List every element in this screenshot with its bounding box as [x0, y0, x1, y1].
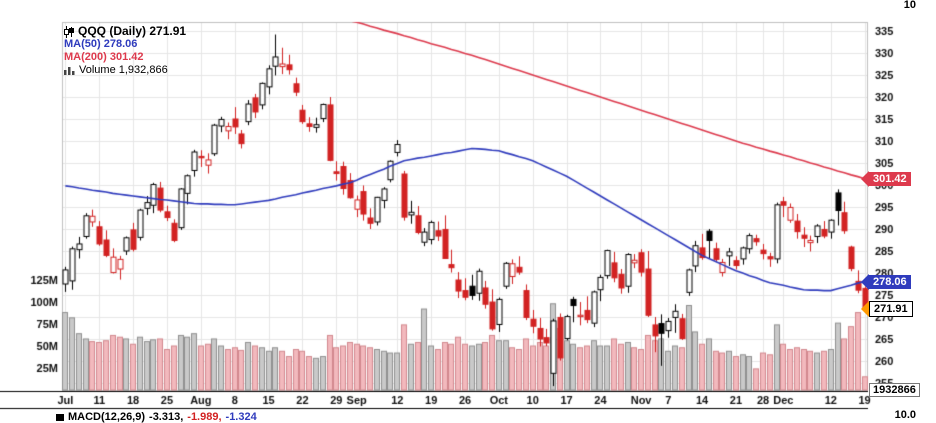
ma200-price-label: 301.42 [861, 170, 911, 187]
ma50-price-value: 278.06 [869, 274, 911, 289]
macd-value-2: -1.989, [187, 411, 222, 423]
macd-value-3: -1.324 [225, 411, 257, 423]
legend-volume-row: Volume 1,932,866 [64, 64, 186, 77]
left-arrow-icon [861, 273, 869, 290]
candlestick-icon [64, 25, 74, 38]
last-price-label: 271.91 [861, 300, 913, 317]
macd-value-1: -3.313, [149, 411, 184, 423]
legend-volume: Volume 1,932,866 [79, 64, 168, 76]
legend-symbol-row: QQQ (Daily) 271.91 [64, 25, 186, 38]
macd-line-swatch-icon [56, 413, 64, 421]
lower-panel-scale-label: 10.0 [894, 409, 916, 421]
volume-bars-icon [64, 66, 75, 75]
macd-legend: MACD(12,26,9) -3.313, -1.989, -1.324 [56, 411, 257, 423]
macd-label: MACD(12,26,9) [68, 411, 146, 423]
volume-value-box: 1932866 [869, 383, 920, 397]
last-price-value: 271.91 [869, 300, 913, 317]
legend-ma200: MA(200) 301.42 [64, 51, 144, 63]
left-arrow-icon [861, 170, 869, 187]
ma50-price-label: 278.06 [861, 273, 911, 290]
legend-ma50: MA(50) 278.06 [64, 38, 138, 50]
chart-legend: QQQ (Daily) 271.91 MA(50) 278.06 MA(200)… [64, 25, 186, 77]
last-price-marker-icon [861, 300, 869, 317]
upper-panel-scale-label: 10 [903, 0, 916, 11]
symbol-title: QQQ (Daily) 271.91 [78, 24, 187, 38]
ma200-price-value: 301.42 [869, 171, 911, 186]
